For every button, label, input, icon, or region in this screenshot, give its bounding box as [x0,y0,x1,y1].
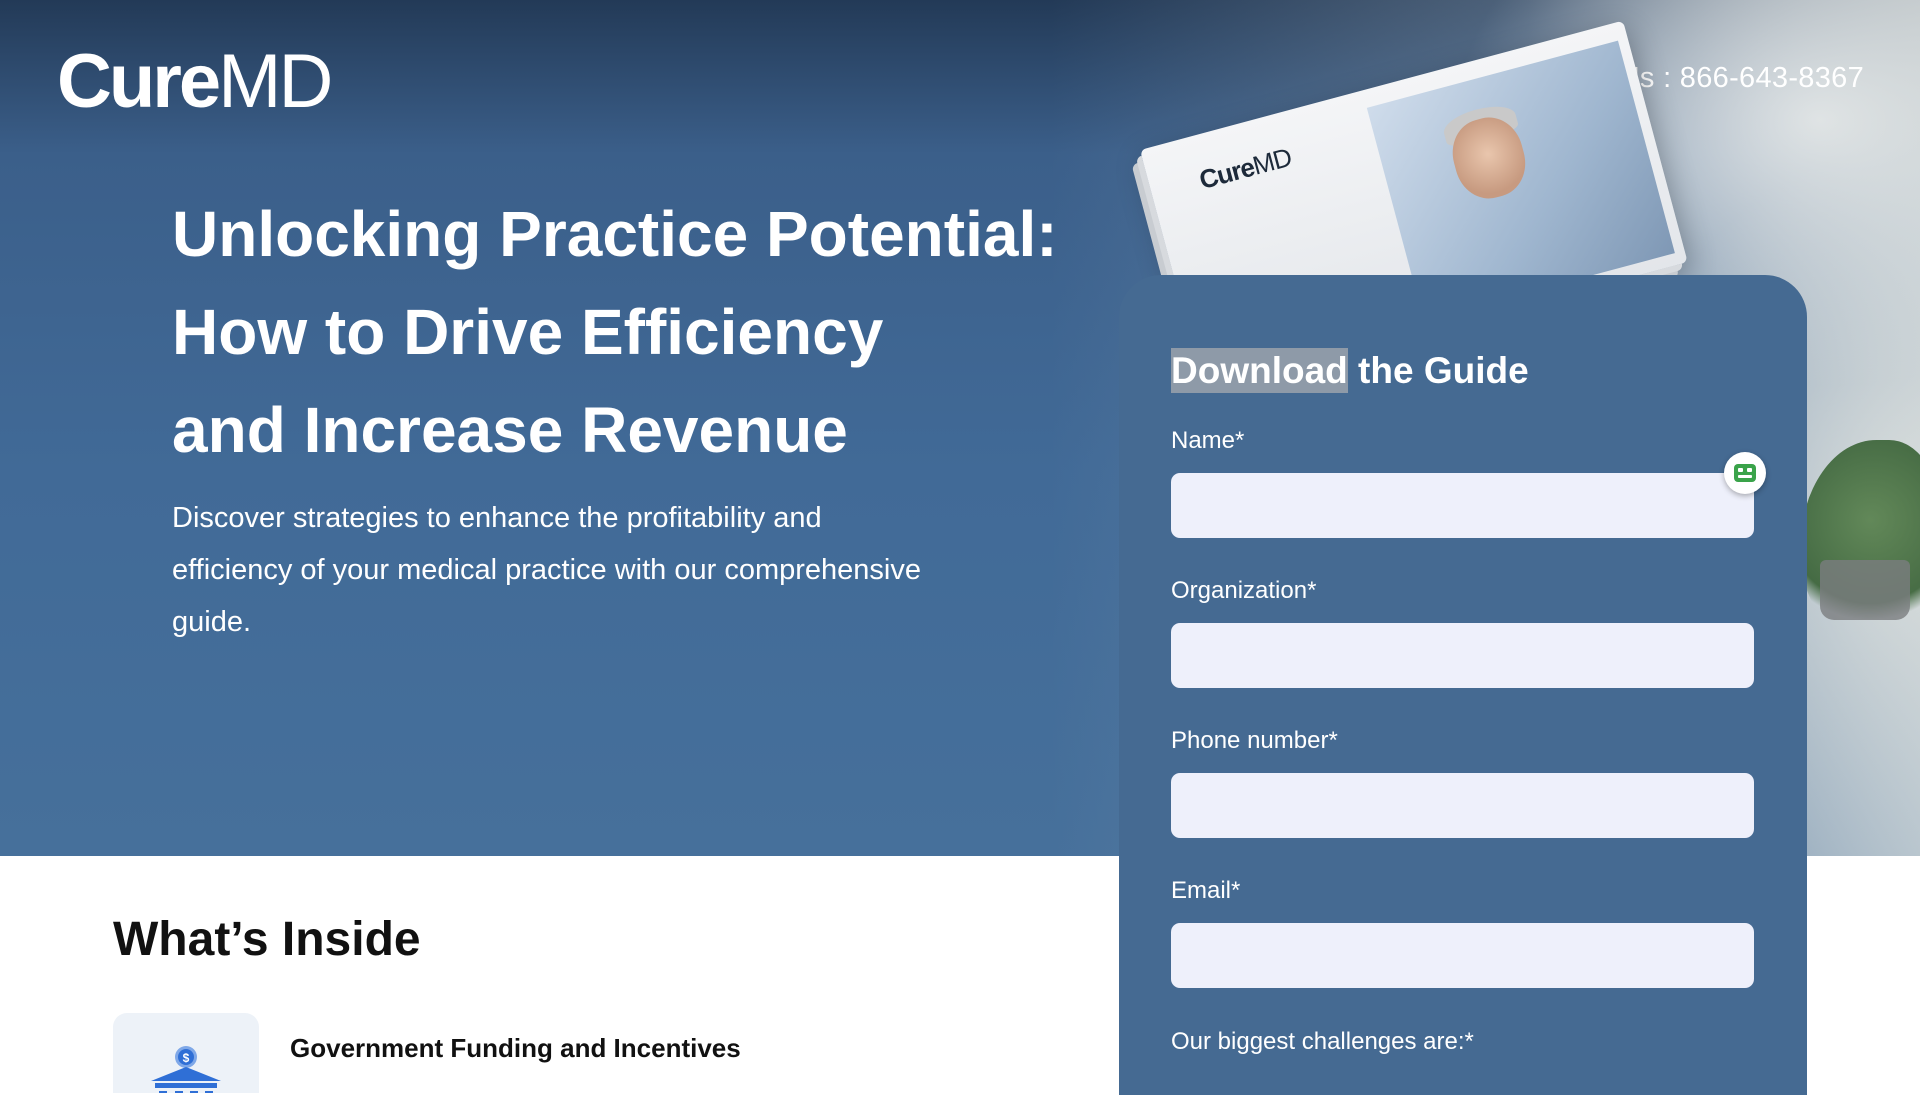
headline-line-2: How to Drive Efficiency [172,296,884,368]
autofill-glyph-icon [1734,464,1756,482]
logo-md: MD [218,39,333,124]
book-logo: CureMD [1196,141,1295,196]
headline-line-1: Unlocking Practice Potential: [172,198,1058,270]
curemd-logo[interactable]: CureMD [57,44,333,120]
logo-cure: Cure [57,39,221,124]
hero-description: Discover strategies to enhance the profi… [172,502,921,638]
form-title-rest: the Guide [1347,350,1529,391]
whats-inside-heading: What’s Inside [113,913,421,966]
form-title-highlight: Download [1171,348,1348,393]
email-label: Email* [1171,877,1241,904]
feature-icon-tile: $ [113,1013,259,1093]
challenges-label: Our biggest challenges are:* [1171,1028,1474,1055]
download-guide-form: Download the Guide Name* Organization* P… [1119,275,1807,1095]
autofill-icon[interactable] [1724,452,1766,494]
phone-field[interactable] [1171,773,1754,838]
phone-label: Phone number* [1171,727,1338,754]
organization-label: Organization* [1171,577,1317,604]
feature-title: Government Funding and Incentives [290,1033,741,1063]
form-title: Download the Guide [1171,348,1529,393]
name-label: Name* [1171,427,1245,454]
headline-line-3: and Increase Revenue [172,394,848,466]
svg-text:$: $ [183,1051,190,1065]
page-title: Unlocking Practice Potential: How to Dri… [172,185,1092,479]
email-field[interactable] [1171,923,1754,988]
plant-pot-decoration [1820,560,1910,620]
bank-dollar-icon: $ [151,1046,221,1093]
organization-field[interactable] [1171,623,1754,688]
name-field[interactable] [1171,473,1754,538]
